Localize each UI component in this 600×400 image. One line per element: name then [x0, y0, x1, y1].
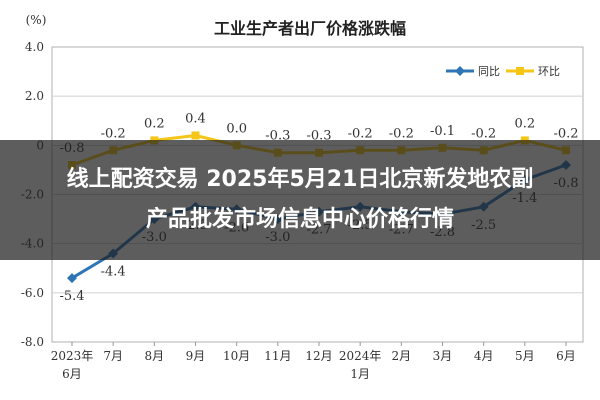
headline-overlay: 线上配资交易 2025年5月21日北京新发地农副 产品批发市场信息中心价格行情 [0, 140, 600, 260]
y-tick-label: 4.0 [25, 40, 44, 54]
x-axis: 2023年 6月 7月 8月 9月 10月 11月 12月 2024年 1月 2月 3月 4月 5月 6月 [51, 342, 576, 381]
x-tick-label: 12月 [305, 349, 332, 363]
data-label: -4.4 [101, 265, 126, 280]
data-label: -0.1 [430, 124, 455, 139]
data-label: -0.2 [471, 126, 496, 141]
data-label: 0.2 [514, 116, 535, 131]
data-label: -5.4 [59, 289, 84, 304]
data-label: -0.2 [348, 126, 373, 141]
x-tick-label: 5月 [515, 349, 535, 363]
data-label: 0.2 [144, 116, 165, 131]
legend-marker [455, 66, 465, 76]
legend-label: 同比 [478, 65, 500, 78]
data-label: 0.4 [185, 112, 206, 127]
x-tick-label: 2024年 [339, 349, 382, 363]
data-label: -0.2 [389, 126, 414, 141]
data-label: -0.2 [101, 126, 126, 141]
x-tick-label-sub: 6月 [62, 367, 82, 381]
legend: 同比 环比 [446, 65, 560, 78]
x-tick-label: 6月 [556, 349, 576, 363]
x-tick-label: 11月 [264, 349, 291, 363]
y-tick-label: -8.0 [21, 335, 44, 349]
x-tick-label: 7月 [103, 349, 123, 363]
x-tick-label: 8月 [145, 349, 165, 363]
x-tick-label: 3月 [433, 349, 453, 363]
data-point [67, 273, 77, 284]
y-tick-label: 2.0 [25, 89, 44, 103]
x-tick-label-sub: 1月 [350, 367, 370, 381]
chart-title: 工业生产者出厂价格涨跌幅 [214, 19, 406, 38]
headline-line-1: 线上配资交易 2025年5月21日北京新发地农副 [66, 167, 534, 192]
x-tick-label: 2023年 [51, 349, 94, 363]
legend-marker [516, 67, 524, 75]
x-tick-label: 10月 [223, 349, 250, 363]
headline-line-2: 产品批发市场信息中心价格行情 [145, 207, 454, 232]
y-tick-label: -6.0 [21, 286, 44, 300]
x-tick-label: 2月 [392, 349, 412, 363]
y-unit-label: (%) [26, 13, 47, 27]
data-label: -0.3 [265, 129, 290, 144]
data-label: -0.3 [306, 129, 331, 144]
x-tick-label: 4月 [474, 349, 494, 363]
data-point [191, 131, 200, 140]
data-label: 0.0 [226, 121, 247, 136]
x-tick-label: 9月 [186, 349, 206, 363]
data-label: -0.2 [553, 126, 578, 141]
legend-label: 环比 [538, 65, 560, 78]
